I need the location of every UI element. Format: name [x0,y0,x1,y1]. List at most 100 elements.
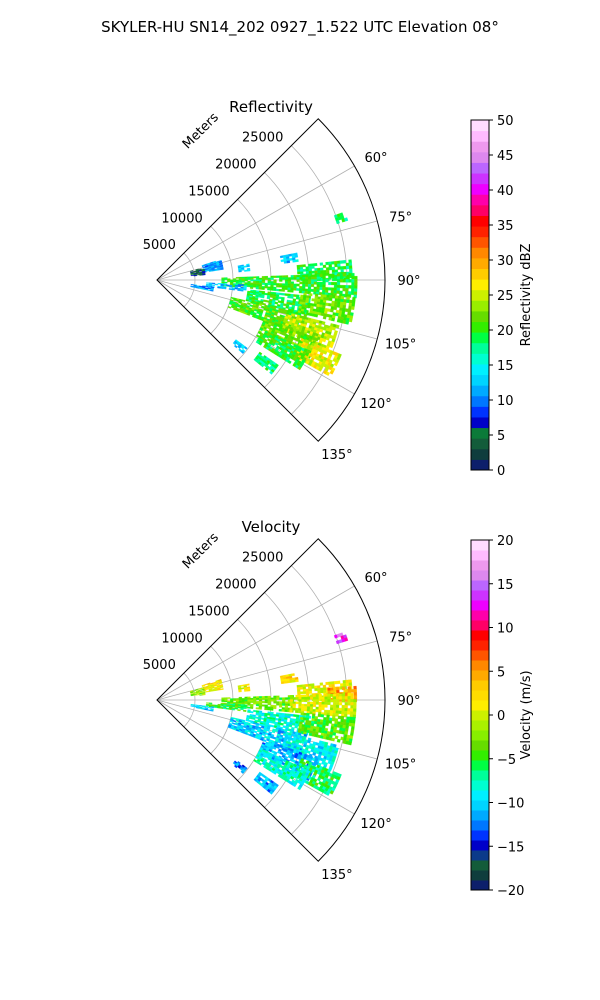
echo-gate [287,360,292,365]
echo-gate [292,707,296,711]
echo-gate [351,720,356,724]
echo-gate [349,716,353,721]
echo-region [201,679,224,693]
echo-gate [232,279,237,282]
echo-gate [311,685,315,689]
echo-gate [258,696,263,699]
echo-gate [299,266,304,270]
echo-gate [193,704,197,706]
echo-gate [273,281,277,284]
echo-gate [258,702,263,705]
echo-gate [282,275,286,278]
echo-gate [315,709,319,713]
echo-gate [214,706,218,709]
echo-gate [321,696,325,700]
echo-gate [250,277,254,280]
echo-gate [325,681,329,686]
echo-gate [273,704,277,708]
echo-gate [353,702,357,706]
echo-gate [243,707,247,710]
echo-gate [221,278,225,280]
echo-gate [233,764,238,769]
echo-gate [323,270,327,274]
echo-gate [233,717,237,720]
echo-gate [331,281,335,286]
echo-gate [307,739,311,744]
echo-gate [321,701,325,705]
echo-gate [353,699,357,703]
radial-tick-label: 20000 [215,578,256,593]
echo-gate [205,704,210,707]
azimuth-gridline [156,279,355,395]
echo-gate [336,689,340,694]
echo-gate [237,285,242,288]
echo-region [205,282,247,292]
echo-gate [295,701,299,705]
echo-gate [240,708,244,711]
echo-gate [334,263,338,268]
echo-gate [196,274,200,276]
echo-gate [238,276,242,279]
echo-gate [351,306,355,310]
echo-gate [322,273,326,277]
echo-gate [247,706,251,709]
echo-gate [308,688,312,692]
echo-gate [238,270,242,273]
echo-gate [266,300,270,303]
echo-gate [341,696,346,700]
colorbar-swatch [471,353,489,365]
echo-gate [318,704,322,708]
echo-gate [318,706,322,710]
colorbar-swatch [471,690,489,701]
echo-gate [287,281,292,284]
echo-gate [343,265,347,270]
echo-gate [313,274,318,278]
echo-gate [204,683,208,686]
echo-gate [310,696,314,700]
echo-gate [304,694,308,698]
echo-gate [264,286,268,289]
echo-gate [267,708,271,711]
echo-gate [290,289,294,293]
echo-gate [319,286,323,290]
echo-gate [330,308,334,313]
echo-gate [244,278,248,280]
echo-gate [332,326,336,331]
echo-gate [309,706,314,710]
colorbar-swatch [471,120,489,132]
colorbar-swatch [471,226,489,238]
echo-gate [311,270,315,274]
colorbar-swatch [471,459,489,471]
echo-gate [288,724,293,728]
echo-gate [351,726,355,730]
colorbar-swatch [471,770,489,781]
echo-gate [300,708,305,712]
echo-gate [296,277,300,280]
echo-gate [243,709,247,712]
echo-region [190,284,215,292]
echo-gate [224,278,228,280]
echo-gate [329,707,334,711]
echo-gate [279,275,283,278]
echo-gate [302,286,306,289]
echo-gate [280,722,284,726]
echo-gate [284,701,289,704]
echo-gate [310,701,314,705]
echo-region [253,351,279,375]
colorbar-swatch [471,640,489,651]
echo-gate [348,679,352,684]
echo-gate [334,718,339,722]
echo-gate [305,688,310,692]
echo-gate [261,701,266,704]
echo-gate [247,700,251,703]
echo-gate [243,346,248,350]
echo-gate [331,737,336,742]
echo-gate [339,284,343,289]
echo-gate [222,287,227,290]
echo-gate [313,303,318,307]
echo-gate [276,701,280,704]
echo-gate [240,289,244,292]
echo-gate [350,291,355,295]
echo-gate [295,708,299,711]
echo-gate [294,254,299,258]
